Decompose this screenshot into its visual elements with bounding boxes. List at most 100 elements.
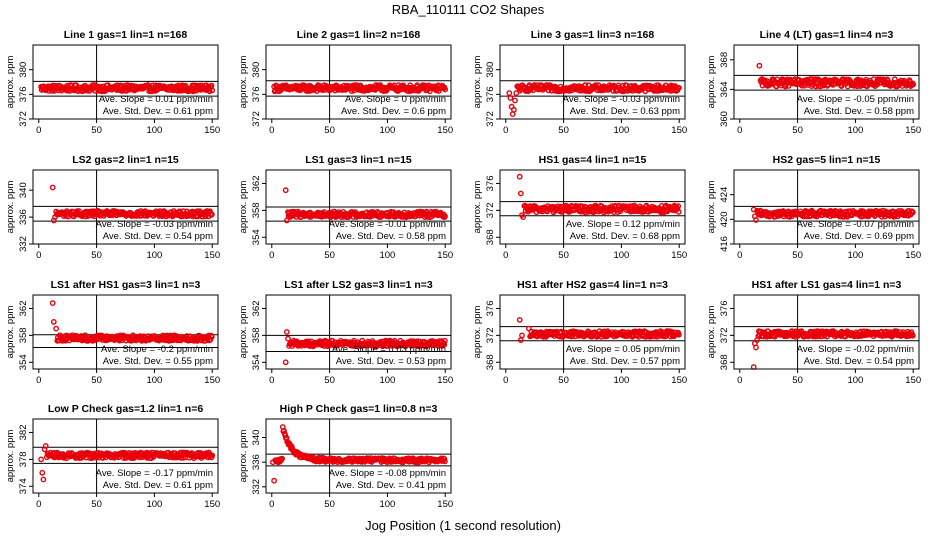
outlier-point bbox=[513, 90, 520, 97]
data-point bbox=[178, 449, 185, 456]
y-tick-label: 362 bbox=[251, 301, 262, 317]
data-point bbox=[676, 84, 682, 91]
y-tick-label: 360 bbox=[719, 111, 730, 127]
panel-title: Line 1 gas=1 lin=1 n=168 bbox=[64, 29, 188, 41]
y-tick-label: 340 bbox=[18, 182, 29, 198]
outlier-point bbox=[49, 184, 56, 191]
y-axis-label: approx. ppm bbox=[5, 430, 16, 483]
y-axis-label: approx. ppm bbox=[472, 306, 483, 359]
x-tick-label: 50 bbox=[792, 125, 803, 136]
slope-stat: Ave. Slope = 0.05 ppm/min bbox=[566, 344, 680, 355]
y-axis-label: approx. ppm bbox=[706, 181, 717, 234]
y-tick-label: 380 bbox=[18, 62, 29, 78]
std-dev-stat: Ave. Std. Dev. = 0.57 ppm bbox=[570, 356, 680, 367]
plot-frame bbox=[32, 418, 219, 494]
figure-xlabel: Jog Position (1 second resolution) bbox=[365, 518, 561, 533]
outlier-point bbox=[517, 337, 524, 343]
x-tick-label: 150 bbox=[671, 375, 687, 386]
y-tick-label: 372 bbox=[719, 327, 730, 343]
y-tick-label: 368 bbox=[719, 354, 730, 370]
x-tick-label: 50 bbox=[91, 499, 102, 510]
outlier-point bbox=[516, 173, 523, 180]
plot-frame bbox=[733, 169, 920, 245]
x-tick-label: 0 bbox=[503, 125, 508, 136]
outlier-point bbox=[40, 476, 47, 483]
data-point bbox=[676, 331, 682, 338]
outlier-point bbox=[38, 456, 44, 463]
plot-frame bbox=[499, 294, 686, 370]
plot-frame bbox=[265, 169, 452, 245]
x-tick-label: 100 bbox=[146, 375, 162, 386]
outlier-point bbox=[283, 329, 290, 335]
y-tick-label: 372 bbox=[485, 327, 496, 343]
std-dev-stat: Ave. Std. Dev. = 0.53 ppm bbox=[336, 356, 446, 367]
slope-stat: Ave. Slope = -0.08 ppm/min bbox=[329, 468, 446, 479]
std-dev-stat: Ave. Std. Dev. = 0.55 ppm bbox=[103, 356, 213, 367]
data-point bbox=[209, 452, 216, 459]
panel-title: HS1 gas=4 lin=1 n=15 bbox=[539, 154, 647, 166]
y-axis-label: approx. ppm bbox=[5, 56, 16, 109]
outlier-point bbox=[507, 95, 514, 101]
data-points bbox=[38, 442, 216, 483]
outlier-point bbox=[520, 214, 526, 221]
x-tick-label: 50 bbox=[558, 375, 569, 386]
y-tick-label: 372 bbox=[485, 202, 496, 218]
outlier-point bbox=[282, 187, 289, 194]
outlier-point bbox=[53, 325, 59, 332]
x-tick-label: 150 bbox=[437, 499, 453, 510]
y-tick-label: 368 bbox=[719, 52, 730, 68]
x-tick-label: 50 bbox=[558, 250, 569, 261]
panel-11: HS1 after HS2 gas=4 lin=1 n=3 approx. ppm… bbox=[472, 279, 687, 386]
data-points bbox=[756, 62, 917, 90]
std-dev-stat: Ave. Std. Dev. = 0.54 ppm bbox=[804, 356, 914, 367]
x-tick-label: 100 bbox=[847, 125, 863, 136]
x-tick-label: 50 bbox=[91, 250, 102, 261]
x-tick-label: 150 bbox=[905, 250, 921, 261]
outlier-point bbox=[506, 90, 513, 97]
outlier-point bbox=[517, 190, 524, 197]
y-tick-label: 420 bbox=[719, 211, 730, 227]
y-tick-label: 332 bbox=[18, 236, 29, 252]
x-tick-label: 50 bbox=[324, 250, 335, 261]
data-points bbox=[750, 328, 916, 370]
x-tick-label: 100 bbox=[379, 125, 395, 136]
std-dev-stat: Ave. Std. Dev. = 0.58 ppm bbox=[336, 231, 446, 242]
y-tick-label: 376 bbox=[485, 301, 496, 317]
outlier-point bbox=[52, 214, 58, 221]
panel-13: Low P Check gas=1.2 lin=1 n=6 approx. ppm… bbox=[5, 403, 220, 510]
y-tick-label: 424 bbox=[719, 187, 730, 203]
data-point bbox=[909, 332, 916, 339]
panel-title: HS2 gas=5 lin=1 n=15 bbox=[773, 154, 881, 166]
data-point bbox=[674, 205, 681, 212]
y-tick-label: 336 bbox=[18, 209, 29, 225]
panel-9: LS1 after HS1 gas=3 lin=1 n=3 approx. ppm… bbox=[5, 279, 220, 386]
data-point bbox=[838, 83, 845, 90]
panel-title: Line 4 (LT) gas=1 lin=4 n=3 bbox=[760, 29, 894, 41]
y-tick-label: 376 bbox=[485, 176, 496, 192]
x-tick-label: 0 bbox=[36, 125, 41, 136]
y-tick-label: 368 bbox=[485, 354, 496, 370]
plot-frame bbox=[265, 418, 452, 494]
panel-12: HS1 after LS1 gas=4 lin=1 n=3 approx. ppm… bbox=[706, 279, 921, 386]
outlier-point bbox=[282, 359, 289, 366]
y-tick-label: 362 bbox=[251, 176, 262, 192]
x-tick-label: 150 bbox=[437, 125, 453, 136]
y-tick-label: 376 bbox=[719, 301, 730, 317]
panel-title: Line 3 gas=1 lin=3 n=168 bbox=[531, 29, 655, 41]
plot-frame bbox=[32, 169, 219, 245]
std-dev-stat: Ave. Std. Dev. = 0.6 ppm bbox=[341, 106, 446, 117]
std-dev-stat: Ave. Std. Dev. = 0.61 ppm bbox=[103, 106, 213, 117]
x-tick-label: 100 bbox=[146, 250, 162, 261]
std-dev-stat: Ave. Std. Dev. = 0.58 ppm bbox=[804, 106, 914, 117]
data-point bbox=[910, 81, 917, 88]
y-axis-label: approx. ppm bbox=[5, 306, 16, 359]
x-tick-label: 150 bbox=[437, 250, 453, 261]
outlier-point bbox=[285, 335, 291, 342]
data-points bbox=[750, 206, 916, 223]
outlier-point bbox=[526, 325, 532, 332]
x-tick-label: 50 bbox=[324, 499, 335, 510]
